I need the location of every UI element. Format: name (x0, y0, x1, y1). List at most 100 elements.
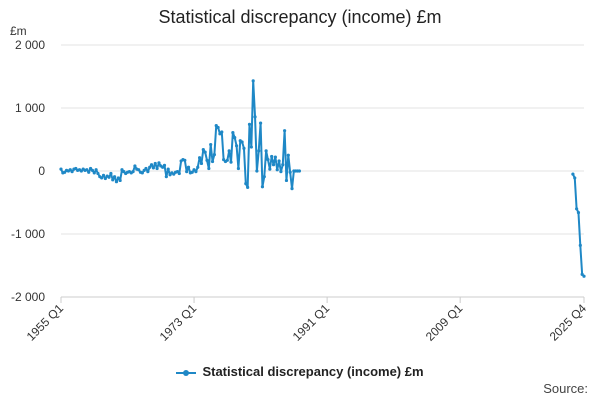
x-tick-label: 2009 Q1 (423, 301, 466, 344)
data-point (198, 156, 202, 160)
data-point (185, 170, 189, 174)
data-point (268, 167, 272, 171)
data-point (157, 161, 161, 165)
data-point (209, 142, 213, 147)
data-point (582, 274, 586, 278)
data-point (210, 159, 215, 164)
data-point (273, 155, 277, 159)
data-point (247, 122, 252, 126)
data-point (275, 168, 279, 172)
data-point (242, 146, 246, 150)
x-tick-label: 2025 Q4 (547, 301, 590, 344)
data-point (207, 166, 211, 171)
data-point (216, 125, 220, 130)
data-point (100, 176, 104, 180)
data-point (260, 185, 265, 189)
y-tick-label: 1 000 (15, 101, 45, 115)
data-point (251, 79, 255, 83)
data-point (257, 149, 261, 153)
data-point (225, 158, 229, 162)
data-point (234, 144, 239, 148)
data-point (271, 163, 276, 167)
data-point (140, 171, 144, 175)
data-point (94, 168, 98, 172)
data-point (199, 161, 204, 166)
data-point (281, 163, 285, 167)
data-point (146, 170, 150, 174)
data-point (578, 243, 582, 247)
data-point (571, 172, 575, 176)
data-point (148, 165, 152, 169)
data-point (183, 158, 187, 162)
x-tick-label: 1973 Q1 (157, 301, 200, 344)
data-point (283, 129, 287, 133)
data-point (153, 161, 157, 166)
data-point (116, 176, 120, 180)
data-point (118, 178, 122, 183)
data-point (236, 166, 241, 171)
series-statistical-discrepancy[interactable] (59, 79, 586, 278)
chart-title: Statistical discrepancy (income) £m (158, 7, 442, 27)
source-label: Source: (543, 381, 588, 396)
data-point (107, 175, 111, 179)
data-point (92, 171, 96, 175)
data-point (70, 170, 74, 174)
series-line (572, 173, 585, 277)
data-point (212, 153, 216, 157)
data-point (231, 130, 235, 135)
data-point (205, 158, 209, 162)
data-point (186, 165, 191, 169)
data-point (96, 171, 100, 176)
data-point (137, 168, 141, 172)
data-point (576, 210, 581, 215)
data-point (194, 170, 198, 174)
data-point (264, 149, 268, 153)
data-point (59, 167, 63, 171)
data-point (201, 147, 205, 152)
data-point (255, 169, 259, 173)
data-point (87, 170, 91, 174)
legend[interactable]: Statistical discrepancy (income) £m (0, 364, 600, 379)
data-point (253, 115, 257, 119)
data-point (151, 166, 155, 170)
y-tick-label: -2 000 (11, 290, 45, 304)
data-point (229, 160, 233, 164)
y-tick-label: 2 000 (15, 38, 45, 52)
data-point (133, 164, 137, 168)
data-point (244, 182, 248, 186)
y-tick-label: -1 000 (11, 227, 45, 241)
data-point (270, 154, 274, 159)
data-point (290, 187, 294, 191)
data-point (101, 173, 106, 178)
data-point (277, 159, 281, 163)
data-point (203, 150, 207, 154)
data-point (166, 167, 170, 171)
data-point (190, 170, 194, 174)
data-point (103, 176, 107, 181)
y-tick-label: 0 (38, 164, 45, 178)
data-point (112, 175, 117, 179)
data-point (288, 170, 292, 174)
data-point (155, 166, 159, 171)
axes: 2 000 1 000 0 -1 000 -2 000 £m 1955 Q1 1973 Q1 1… (10, 24, 589, 344)
data-point (149, 163, 154, 167)
data-point (111, 178, 115, 182)
data-point (279, 170, 283, 174)
data-point (196, 165, 200, 169)
data-point (90, 168, 95, 172)
data-point (114, 180, 119, 184)
data-point (286, 153, 290, 157)
data-point (162, 163, 167, 167)
data-point (164, 175, 168, 179)
data-point (258, 121, 263, 125)
data-point (177, 171, 181, 176)
x-tick-label: 1955 Q1 (24, 301, 67, 344)
data-point (573, 176, 577, 180)
data-point (262, 175, 266, 179)
data-point (249, 145, 253, 149)
data-point (220, 130, 224, 134)
data-point (284, 178, 289, 183)
data-point (240, 140, 244, 144)
data-point (85, 168, 89, 172)
